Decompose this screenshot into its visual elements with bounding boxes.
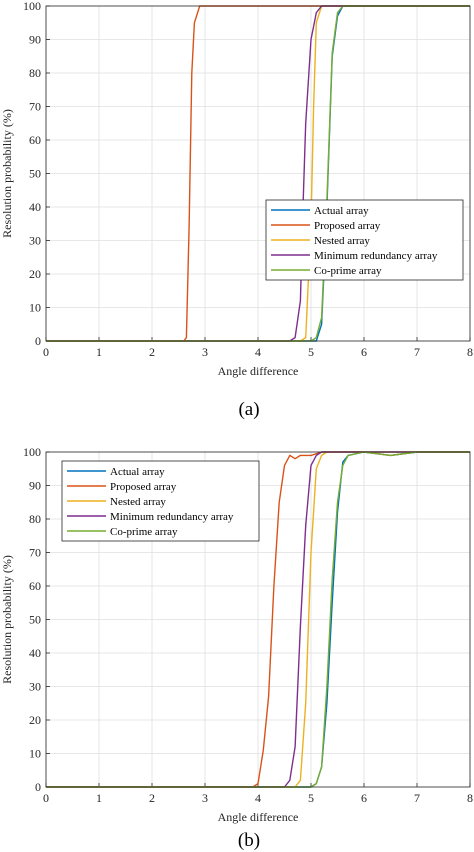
x-tick-label: 0	[43, 791, 49, 805]
y-tick-label: 100	[23, 445, 41, 459]
x-tick-label: 6	[361, 791, 367, 805]
y-tick-label: 10	[29, 301, 41, 315]
x-axis-label: Angle difference	[218, 810, 299, 824]
legend-entry: Proposed array	[314, 220, 381, 232]
x-tick-label: 3	[202, 345, 208, 359]
axes-frame	[45, 451, 471, 788]
y-tick-label: 60	[29, 579, 41, 593]
y-tick-label: 50	[29, 613, 41, 627]
x-tick-label: 8	[467, 345, 473, 359]
y-axis-label: Resolution probability (%)	[0, 109, 14, 238]
x-tick-label: 7	[414, 791, 420, 805]
legend: Actual array Proposed array Nested array Mi…	[61, 460, 260, 542]
y-tick-label: 80	[29, 66, 41, 80]
y-axis-label: Resolution probability (%)	[0, 555, 14, 684]
x-tick-label: 0	[43, 345, 49, 359]
y-tick-label: 50	[29, 167, 41, 181]
x-tick-label: 5	[308, 345, 314, 359]
x-tick-label: 4	[255, 791, 261, 805]
series-line-nested-array	[46, 451, 470, 788]
x-tick-label: 4	[255, 345, 261, 359]
legend-entry: Co-prime array	[110, 526, 178, 538]
x-tick-label: 3	[202, 791, 208, 805]
x-tick-label: 1	[96, 791, 102, 805]
panel-label: (a)	[238, 399, 259, 420]
y-tick-label: 40	[29, 200, 41, 214]
x-tick-label: 2	[149, 345, 155, 359]
legend-entry: Minimum redundancy array	[314, 250, 438, 262]
x-tick-label: 1	[96, 345, 102, 359]
y-tick-label: 70	[29, 100, 41, 114]
y-tick-label: 100	[23, 0, 41, 13]
x-axis-label: Angle difference	[218, 364, 299, 378]
y-tick-label: 0	[35, 334, 41, 348]
x-tick-label: 7	[414, 345, 420, 359]
axes-frame	[45, 5, 471, 342]
y-tick-label: 30	[29, 680, 41, 694]
x-tick-label: 8	[467, 791, 473, 805]
y-tick-label: 20	[29, 267, 41, 281]
y-tick-label: 90	[29, 479, 41, 493]
y-tick-label: 20	[29, 713, 41, 727]
legend-entry: Actual array	[110, 466, 165, 478]
legend-entry: Proposed array	[110, 481, 177, 493]
legend-entry: Actual array	[314, 205, 369, 217]
y-tick-label: 90	[29, 33, 41, 47]
legend-entry: Nested array	[314, 235, 370, 247]
legend: Actual array Proposed array Nested array Mi…	[265, 199, 464, 281]
y-tick-label: 30	[29, 234, 41, 248]
x-tick-label: 2	[149, 791, 155, 805]
y-tick-label: 60	[29, 133, 41, 147]
y-tick-label: 0	[35, 780, 41, 794]
series-line-minimum-redundancy-array	[46, 5, 470, 342]
series-line-co-prime-array	[46, 451, 470, 788]
y-tick-label: 10	[29, 747, 41, 761]
legend-entry: Co-prime array	[314, 265, 382, 277]
y-tick-label: 40	[29, 646, 41, 660]
panel-label: (b)	[238, 830, 260, 851]
x-tick-label: 6	[361, 345, 367, 359]
series-line-minimum-redundancy-array	[46, 451, 470, 788]
x-tick-label: 5	[308, 791, 314, 805]
y-tick-label: 80	[29, 512, 41, 526]
legend-entry: Minimum redundancy array	[110, 511, 234, 523]
y-tick-label: 70	[29, 546, 41, 560]
legend-entry: Nested array	[110, 496, 166, 508]
